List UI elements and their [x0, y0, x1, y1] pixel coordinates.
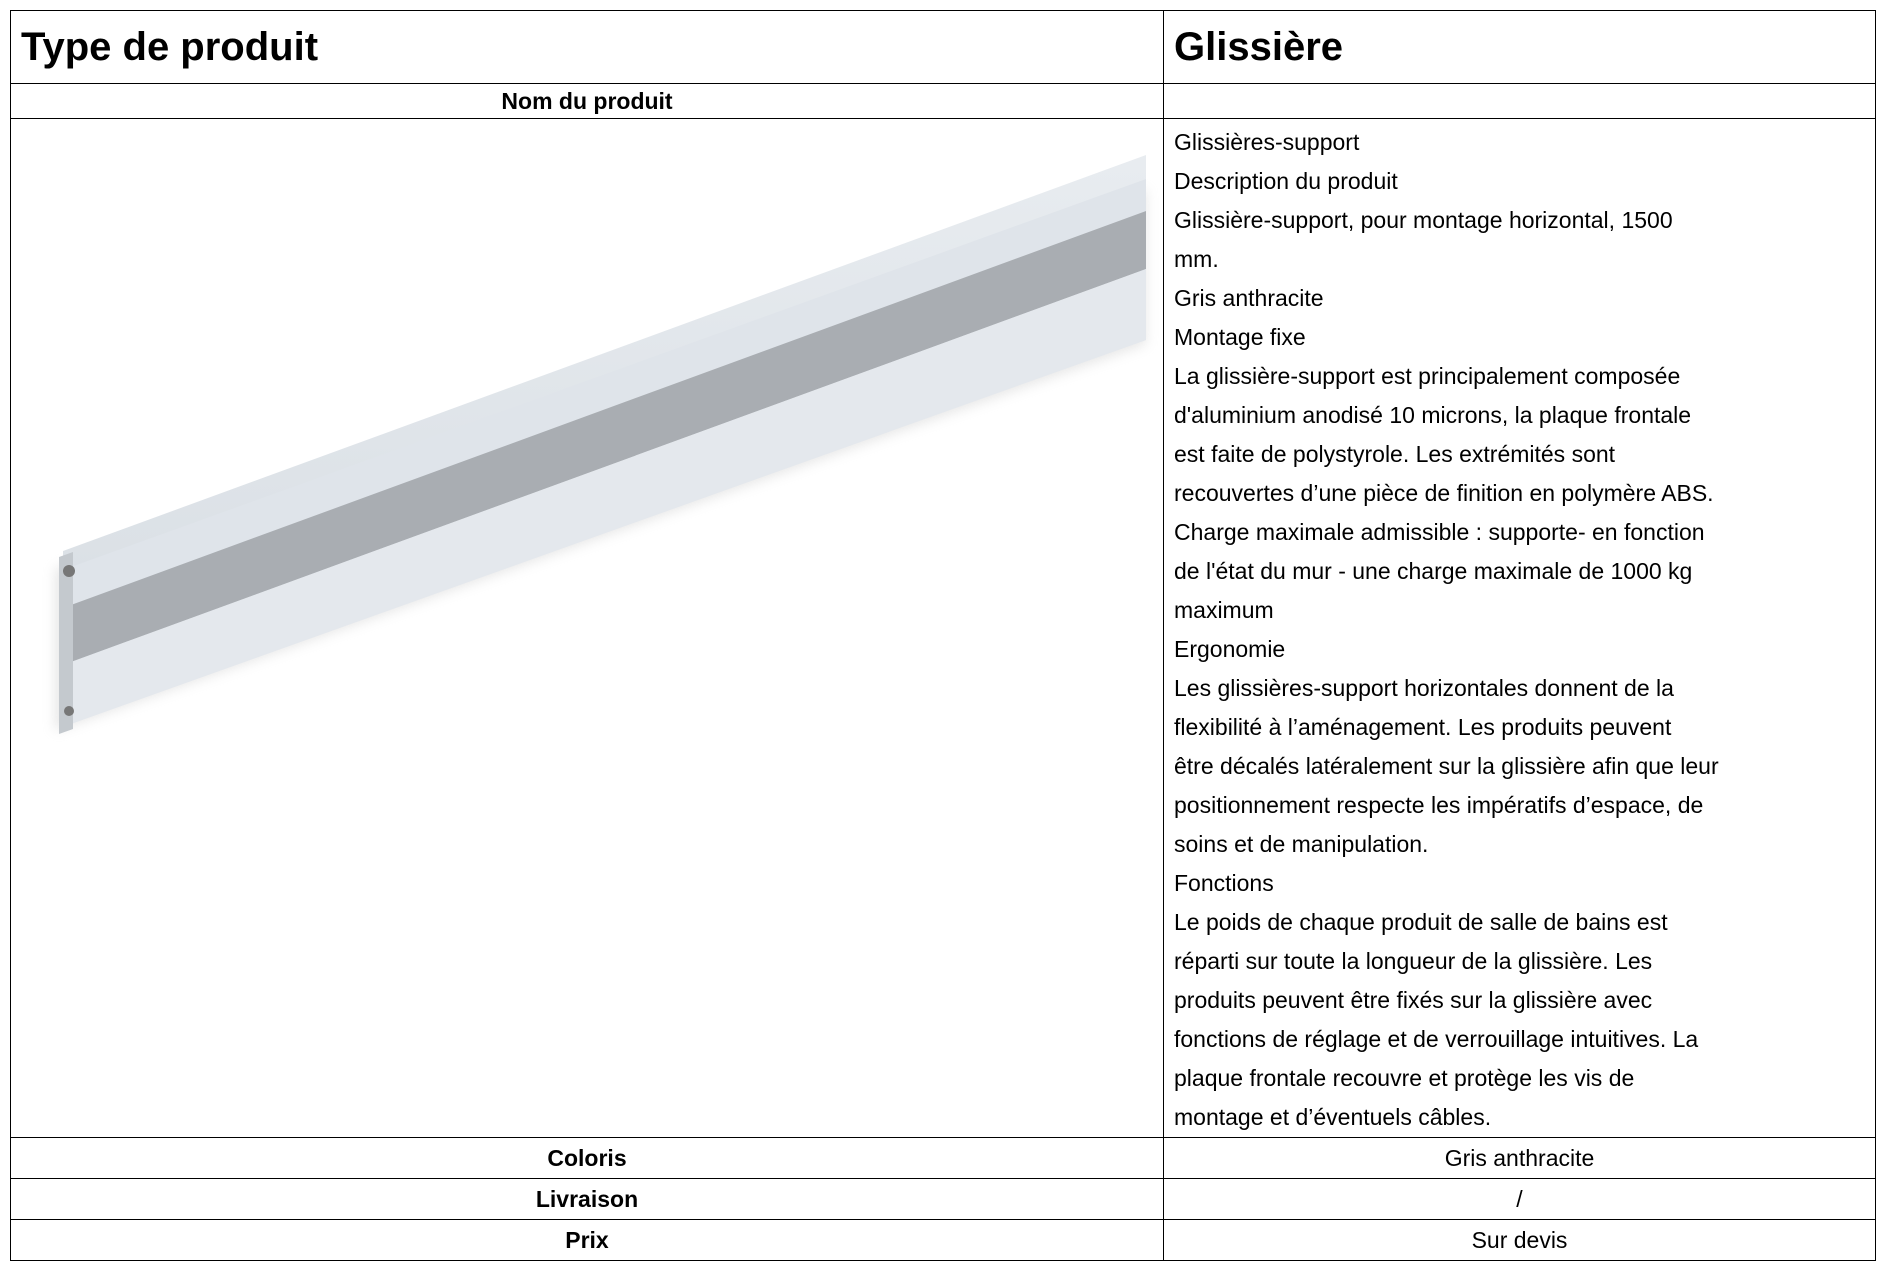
row-label: Prix [11, 1220, 1164, 1261]
row-label: Livraison [11, 1179, 1164, 1220]
description-line: Les glissières-support horizontales donn… [1174, 669, 1865, 708]
description-line: Glissières-support [1174, 123, 1865, 162]
description-line: flexibilité à l’aménagement. Les produit… [1174, 708, 1865, 747]
page: Type de produit Glissière Nom du produit [0, 0, 1878, 1257]
product-image [11, 119, 1161, 1132]
description-line: soins et de manipulation. [1174, 825, 1865, 864]
header-value: Glissière [1164, 11, 1876, 84]
description-line: Ergonomie [1174, 630, 1865, 669]
description-line: recouvertes d’une pièce de finition en p… [1174, 474, 1865, 513]
description-line: Montage fixe [1174, 318, 1865, 357]
image-cell [11, 119, 1164, 1138]
row-value: / [1164, 1179, 1876, 1220]
description-line: d'aluminium anodisé 10 microns, la plaqu… [1174, 396, 1865, 435]
description-line: Charge maximale admissible : supporte- e… [1174, 513, 1865, 552]
description-line: Description du produit [1174, 162, 1865, 201]
row-value: Gris anthracite [1164, 1138, 1876, 1179]
name-label: Nom du produit [11, 84, 1164, 119]
description-line: montage et d’éventuels câbles. [1174, 1098, 1865, 1137]
description-line: mm. [1174, 240, 1865, 279]
description-line: Le poids de chaque produit de salle de b… [1174, 903, 1865, 942]
description-line: maximum [1174, 591, 1865, 630]
name-value [1164, 84, 1876, 119]
description-line: réparti sur toute la longueur de la glis… [1174, 942, 1865, 981]
product-table: Type de produit Glissière Nom du produit [10, 10, 1876, 1261]
row-value: Sur devis [1164, 1220, 1876, 1261]
name-row: Nom du produit [11, 84, 1876, 119]
description-line: fonctions de réglage et de verrouillage … [1174, 1020, 1865, 1059]
description-line: La glissière-support est principalement … [1174, 357, 1865, 396]
description-line: Glissière-support, pour montage horizont… [1174, 201, 1865, 240]
row-label: Coloris [11, 1138, 1164, 1179]
description-line: être décalés latéralement sur la glissiè… [1174, 747, 1865, 786]
description-line: produits peuvent être fixés sur la gliss… [1174, 981, 1865, 1020]
description-line: Fonctions [1174, 864, 1865, 903]
description-line: est faite de polystyrole. Les extrémités… [1174, 435, 1865, 474]
header-label: Type de produit [11, 11, 1164, 84]
info-row: Livraison/ [11, 1179, 1876, 1220]
description-line: plaque frontale recouvre et protège les … [1174, 1059, 1865, 1098]
description-line: de l'état du mur - une charge maximale d… [1174, 552, 1865, 591]
description-line: positionnement respecte les impératifs d… [1174, 786, 1865, 825]
header-row: Type de produit Glissière [11, 11, 1876, 84]
description-line: Gris anthracite [1174, 279, 1865, 318]
